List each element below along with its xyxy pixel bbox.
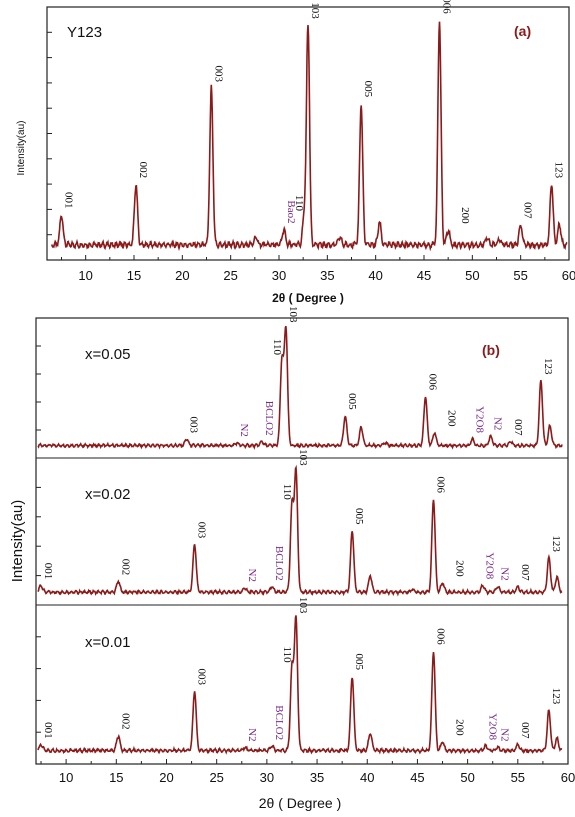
panel-a-peak-label: 007: [522, 202, 534, 219]
panel-b-x-tick-label: 20: [159, 770, 173, 785]
series-label-x-0.02: x=0.02: [85, 486, 130, 503]
series-0-peak-label: Y2O8: [474, 406, 486, 433]
series-1-peak-label: 002: [119, 559, 131, 576]
panel-a-x-tick-label: 55: [513, 268, 527, 283]
panel-a-y-axis-label: Intensity(au): [16, 120, 27, 175]
panel-b-traces: [37, 325, 563, 755]
series-2-peak-label: 123: [550, 688, 562, 705]
panel-a-x-tick-label: 15: [127, 268, 141, 283]
panel-b: 10 15 20 25 30 35 40 45 50 55 60 003 N2 BCLO2 110 103 0…: [9, 306, 575, 811]
series-0-peak-label: N2: [238, 423, 250, 436]
series-0-peak-label: 005: [346, 393, 358, 410]
series-2-peak-label: 003: [196, 669, 208, 686]
panel-a-x-tick-label: 60: [562, 268, 575, 283]
panel-a-x-tick-label: 35: [320, 268, 334, 283]
series-label-x-0.05: x=0.05: [85, 346, 130, 363]
panel-b-x-tick-label: 10: [59, 770, 73, 785]
trace-x-0-02: [37, 464, 563, 597]
series-2-peak-label: 002: [119, 713, 131, 730]
series-1-peak-label: 001: [42, 563, 54, 580]
panel-a-trace: [51, 21, 568, 252]
series-2-peak-label: N2: [246, 728, 258, 741]
panel-b-label: (b): [482, 342, 500, 358]
series-2-peak-label: BCLO2: [273, 705, 285, 740]
series-1-peak-label: 006: [435, 477, 447, 494]
panel-b-x-ticks: 10 15 20 25 30 35 40 45 50 55 60: [40, 759, 575, 785]
trace-x-0-05: [37, 325, 563, 450]
series-0-peak-label: 110: [271, 339, 283, 356]
series-0-peak-label: 006: [427, 374, 439, 391]
panel-b-x-tick-label: 45: [410, 770, 424, 785]
panel-a-x-tick-label: 20: [175, 268, 189, 283]
panel-b-y-axis-label: Intensity(au): [9, 500, 26, 583]
panel-a-x-tick-label: 10: [78, 268, 92, 283]
panel-b-x-axis-label: 2θ ( Degree ): [259, 795, 341, 811]
panel-a-y-ticks: [47, 31, 52, 236]
panel-a-x-axis-label: 2θ ( Degree ): [272, 291, 344, 305]
panel-a-x-tick-label: 50: [465, 268, 479, 283]
series-0-peak-label: 123: [542, 358, 554, 375]
panel-a-x-ticks: 10 15 20 25 30 35 40 45 50 55 60: [61, 255, 575, 283]
panel-a-x-tick-label: 25: [223, 268, 237, 283]
series-2-peak-label: 110: [281, 647, 293, 664]
series-1-peak-label: 003: [196, 522, 208, 539]
panel-b-x-tick-label: 15: [109, 770, 123, 785]
series-1-peak-label: N2: [246, 569, 258, 582]
panel-a-peak-label: 200: [459, 207, 471, 224]
panel-b-x-tick-label: 55: [511, 770, 525, 785]
series-2-peak-label: 005: [353, 654, 365, 671]
series-label-x-0.01: x=0.01: [85, 634, 130, 651]
panel-a-x-tick-label: 45: [417, 268, 431, 283]
panel-b-x-tick-label: 30: [260, 770, 274, 785]
panel-a-x-tick-label: 30: [272, 268, 286, 283]
panel-a-peak-label: 110: [293, 195, 305, 212]
series-0-peak-label: N2: [492, 417, 504, 430]
series-0-peak-label: 007: [512, 419, 524, 436]
series-1-peak-label: 007: [519, 564, 531, 581]
panel-a-sample-label: Y123: [67, 24, 102, 41]
panel-a-peak-label: 006: [441, 0, 453, 14]
series-2-peak-label: 200: [454, 719, 466, 736]
series-1-peak-label: 005: [353, 508, 365, 525]
series-1-peak-label: N2: [499, 567, 511, 580]
series-1-peak-label: 123: [550, 535, 562, 552]
panel-a-peak-label: Bao2: [285, 200, 297, 223]
panel-a-peak-label: 123: [553, 162, 565, 179]
panel-a-x-tick-label: 40: [368, 268, 382, 283]
series-2-peak-label: N2: [499, 728, 511, 741]
panel-b-frame: [35, 317, 569, 765]
panel-b-x-tick-label: 25: [209, 770, 223, 785]
panel-b-x-tick-label: 35: [310, 770, 324, 785]
panel-b-x-tick-label: 40: [360, 770, 374, 785]
series-2-peak-label: 007: [519, 722, 531, 739]
series-0-peak-label: BCLO2: [263, 401, 275, 436]
panel-a-peak-label: 003: [212, 66, 224, 83]
series-0-peak-label: 003: [188, 417, 200, 434]
series-1-peak-label: 103: [297, 449, 309, 466]
series-1-peak-label: 110: [281, 484, 293, 501]
series-2-peak-label: 103: [297, 597, 309, 614]
panel-a-peak-label: 005: [362, 81, 374, 98]
series-1-peak-label: 200: [454, 560, 466, 577]
panel-a-peak-label: 002: [137, 162, 149, 179]
series-2-peak-label: Y2O8: [487, 713, 499, 740]
series-0-peak-label: 200: [446, 410, 458, 427]
series-2-peak-label: 001: [42, 722, 54, 739]
panel-a-peak-label: 103: [309, 2, 321, 19]
series-2-peak-label: 006: [435, 628, 447, 645]
panel-a-label: (a): [514, 23, 531, 39]
panel-b-y-ticks: [36, 345, 41, 733]
series-1-peak-label: Y2O8: [484, 552, 496, 579]
panel-b-x-tick-label: 50: [460, 770, 474, 785]
trace-x-0-01: [37, 615, 563, 755]
panel-a-peak-label: 001: [63, 192, 75, 209]
panel-b-x-tick-label: 60: [561, 770, 575, 785]
series-1-peak-label: BCLO2: [273, 546, 285, 581]
series-0-peak-label: 103: [287, 306, 299, 323]
